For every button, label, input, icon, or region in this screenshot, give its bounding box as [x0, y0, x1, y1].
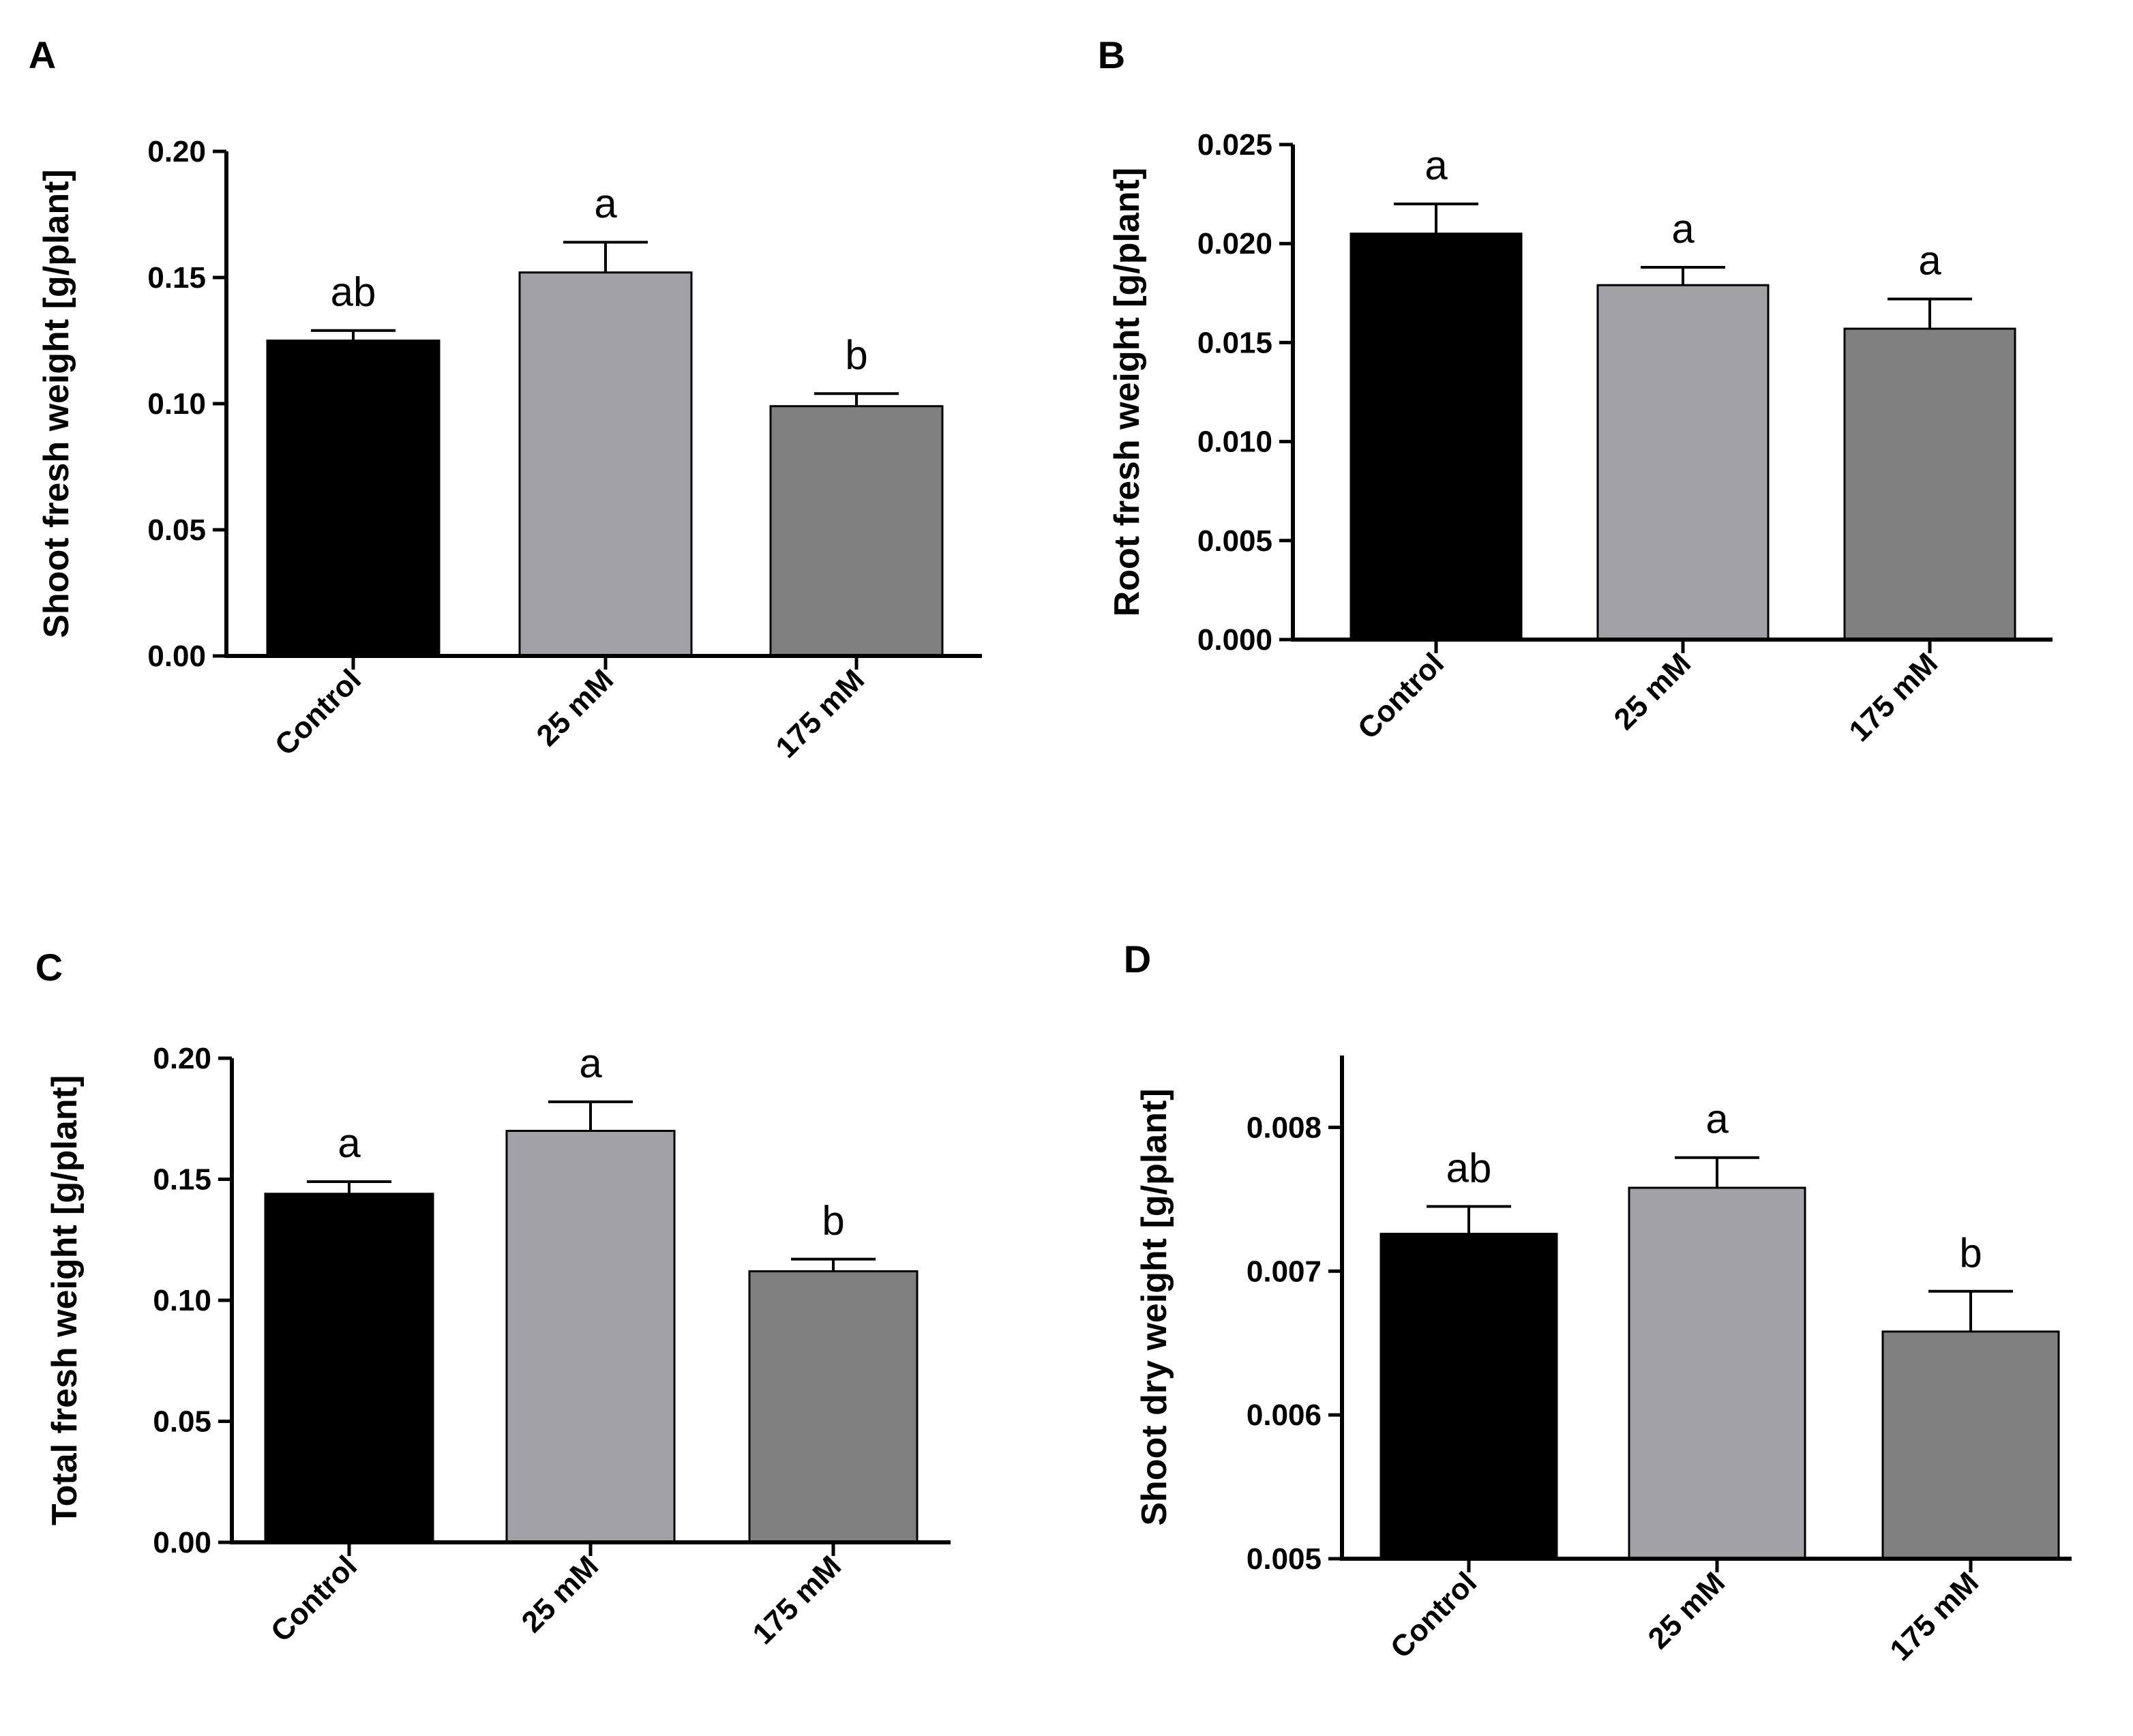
significance-label: b — [822, 1198, 844, 1244]
panel-letter: B — [1098, 33, 1125, 76]
bar — [1349, 233, 1523, 641]
y-tick-label: 0.10 — [153, 1284, 211, 1317]
bar — [1379, 1232, 1558, 1560]
chart-c: C Total fresh weight [g/plant] a a b 0.00 0.05… — [35, 946, 951, 1651]
y-tick-label: 0.025 — [1197, 128, 1272, 162]
chart-group: C Total fresh weight [g/plant] a a b 0.00 0.05… — [35, 946, 951, 1651]
category-label: 25 mM — [1642, 1566, 1731, 1655]
category-label: 175 mM — [746, 1549, 848, 1651]
y-tick-label: 0.020 — [1197, 227, 1272, 260]
y-axis-label: Root fresh weight [g/plant] — [1107, 168, 1147, 617]
significance-label: a — [1705, 1096, 1729, 1142]
category-label: 175 mM — [769, 663, 871, 764]
significance-label: a — [338, 1120, 361, 1166]
category-label: 175 mM — [1883, 1566, 1985, 1667]
panel-letter: D — [1124, 938, 1151, 981]
y-tick-label: 0.05 — [147, 513, 206, 547]
panel-b: B Root fresh weight [g/plant] a a a 0.000 0.00… — [1066, 0, 2130, 868]
category-label: 175 mM — [1843, 646, 1944, 748]
bar — [1628, 1186, 1806, 1560]
y-tick-label: 0.015 — [1197, 326, 1272, 359]
bar — [266, 340, 441, 657]
category-label: Control — [1384, 1566, 1483, 1664]
y-tick-label: 0.010 — [1197, 425, 1272, 459]
panel-letter: A — [29, 33, 56, 76]
bar — [518, 271, 693, 657]
y-tick-label: 0.000 — [1197, 623, 1272, 657]
y-axis-label: Shoot fresh weight [g/plant] — [37, 169, 76, 638]
significance-label: b — [845, 332, 867, 378]
significance-label: ab — [331, 269, 376, 315]
y-tick-label: 0.20 — [153, 1042, 211, 1075]
y-tick-label: 0.007 — [1247, 1255, 1322, 1288]
significance-label: a — [1918, 238, 1941, 284]
y-tick-label: 0.15 — [147, 261, 206, 295]
category-label: Control — [265, 1549, 363, 1648]
chart-group: B Root fresh weight [g/plant] a a a 0.000 0.00… — [1098, 33, 2053, 748]
bar — [264, 1193, 434, 1544]
y-axis-label: Shoot dry weight [g/plant] — [1135, 1088, 1174, 1525]
bar — [1843, 327, 2016, 641]
panel-d: D Shoot dry weight [g/plant] ab a b 0.005 0.00… — [1066, 868, 2130, 1736]
y-tick-label: 0.00 — [153, 1526, 211, 1559]
category-label: Control — [269, 663, 368, 762]
y-tick-label: 0.05 — [153, 1405, 211, 1439]
bar — [748, 1270, 919, 1544]
y-tick-label: 0.00 — [147, 640, 206, 673]
category-label: 25 mM — [531, 663, 620, 752]
significance-label: b — [1959, 1230, 1982, 1276]
panel-letter: C — [35, 946, 63, 989]
significance-label: ab — [1446, 1145, 1492, 1191]
y-tick-label: 0.005 — [1197, 524, 1272, 558]
panel-a: A Shoot fresh weight [g/plant] ab a b 0.00 0.0… — [0, 0, 1064, 868]
panel-c: C Total fresh weight [g/plant] a a b 0.00 0.05… — [0, 868, 1064, 1736]
category-label: 25 mM — [1608, 646, 1697, 736]
y-tick-label: 0.006 — [1247, 1398, 1322, 1432]
bar — [769, 405, 944, 657]
y-tick-label: 0.008 — [1247, 1111, 1322, 1144]
category-label: Control — [1352, 646, 1450, 745]
y-tick-label: 0.10 — [147, 387, 206, 421]
bar — [505, 1130, 676, 1544]
bar — [1596, 284, 1770, 641]
y-axis-label: Total fresh weight [g/plant] — [45, 1075, 85, 1526]
y-tick-label: 0.15 — [153, 1163, 211, 1197]
significance-label: a — [1671, 206, 1695, 252]
y-tick-label: 0.005 — [1247, 1542, 1322, 1576]
significance-label: a — [594, 181, 617, 226]
chart-b: B Root fresh weight [g/plant] a a a 0.000 0.00… — [1098, 33, 2053, 748]
significance-label: a — [1425, 143, 1448, 188]
y-tick-label: 0.20 — [147, 135, 206, 168]
significance-label: a — [579, 1041, 602, 1086]
category-label: 25 mM — [516, 1549, 605, 1638]
bar — [1881, 1330, 2060, 1560]
